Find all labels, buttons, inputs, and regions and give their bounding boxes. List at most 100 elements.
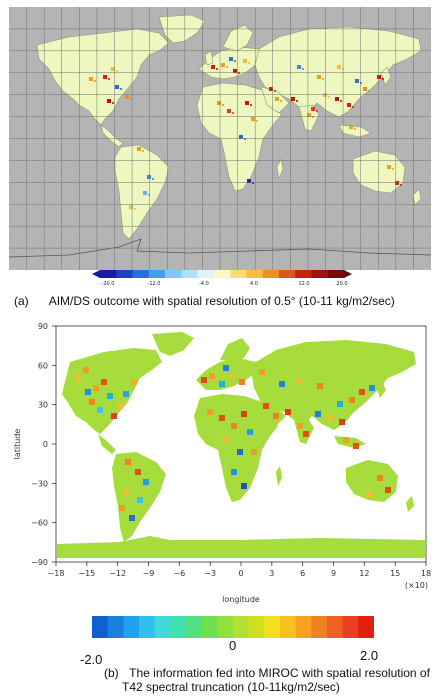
emission-cell: [101, 379, 107, 385]
emission-hotspot: [307, 113, 311, 117]
emission-hotspot: [395, 181, 399, 185]
continents-b: [57, 332, 425, 558]
colorbar-segment: [170, 616, 187, 638]
southeast-asia-islands: [338, 124, 372, 138]
emission-hotspot: [216, 68, 218, 70]
new-zealand: [412, 188, 422, 206]
y-tick-label: 0: [43, 440, 48, 449]
emission-cell: [285, 409, 291, 415]
emission-hotspot: [147, 175, 151, 179]
emission-cell: [207, 409, 213, 415]
antarctica-outline: [9, 238, 431, 258]
y-tick-label: 60: [38, 361, 48, 370]
emission-cell: [237, 449, 243, 455]
emission-cell: [231, 469, 237, 475]
south-america: [114, 144, 170, 240]
panel-a-map: [9, 7, 431, 270]
emission-cell: [239, 379, 245, 385]
emission-hotspot: [239, 135, 243, 139]
emission-hotspot: [311, 107, 315, 111]
emission-cell: [303, 431, 309, 437]
y-axis-ticks: 90 60 30 0 −30 −60 −90: [31, 322, 56, 567]
emission-hotspot: [221, 63, 225, 67]
emission-hotspot: [234, 60, 236, 62]
emission-cell: [273, 413, 279, 419]
emission-hotspot: [226, 66, 228, 68]
emission-hotspot: [137, 147, 141, 151]
colorbar-tick-label: 12.0: [298, 281, 309, 287]
x-tick-label: 6: [300, 569, 305, 578]
emission-hotspot: [312, 116, 314, 118]
madagascar: [276, 158, 284, 181]
emission-cell: [117, 403, 123, 409]
emission-cell: [297, 423, 303, 429]
emission-hotspot: [251, 117, 255, 121]
colorbar-segment: [264, 616, 281, 638]
emission-hotspot: [233, 69, 237, 73]
emission-hotspot: [280, 100, 282, 102]
emission-hotspot: [94, 80, 96, 82]
x-tick-label: 0: [238, 569, 243, 578]
emission-cell: [219, 415, 225, 421]
emission-cell: [97, 407, 103, 413]
emission-cell: [209, 373, 215, 379]
emission-hotspot: [352, 106, 354, 108]
colorbar-segment: [165, 270, 182, 278]
panel-b-colorbar: [92, 616, 374, 638]
emission-hotspot: [247, 179, 251, 183]
y-tick-label: −90: [31, 558, 48, 567]
lat-lon-grid-a: [9, 7, 431, 270]
colorbar-segment: [181, 270, 198, 278]
emission-hotspot: [217, 101, 221, 105]
x-tick-label: −18: [48, 569, 65, 578]
emission-cell: [107, 393, 113, 399]
x-tick-label: −15: [78, 569, 95, 578]
emission-hotspot: [211, 65, 215, 69]
emission-hotspot: [392, 168, 394, 170]
emission-hotspot: [116, 70, 118, 72]
emission-hotspot: [120, 88, 122, 90]
emission-hotspot: [252, 182, 254, 184]
emission-cell: [259, 369, 265, 375]
colorbar-b-tick-max: 2.0: [360, 648, 379, 663]
emission-hotspot: [130, 98, 132, 100]
emission-cell: [223, 437, 229, 443]
emission-cell: [295, 377, 301, 383]
emission-hotspot: [108, 78, 110, 80]
emission-hotspot: [400, 184, 402, 186]
panel-b-plot: 90 60 30 0 −30 −60 −90 −18 −15 −12 −9 −6 −3 0 3 6 9 12 15…: [0, 322, 440, 612]
colorbar-tick-label: -12.0: [148, 281, 161, 287]
colorbar-segment: [132, 270, 150, 278]
colorbar-segment: [342, 616, 359, 638]
emission-cell: [119, 505, 125, 511]
antarctica-b: [57, 536, 425, 558]
emission-hotspot: [355, 79, 359, 83]
japan: [380, 66, 392, 86]
greenland-b: [152, 332, 194, 356]
emission-hotspot: [354, 128, 356, 130]
emission-hotspot: [387, 165, 391, 169]
emission-cell: [137, 497, 143, 503]
colorbar-tick-label: 4.0: [250, 281, 258, 287]
emission-hotspot: [323, 93, 327, 97]
colorbar-b-tick-zero: 0: [229, 638, 237, 653]
colorbar-segment: [278, 270, 296, 278]
emission-hotspot: [232, 112, 234, 114]
colorbar-segment: [311, 270, 329, 278]
emission-cell: [337, 401, 343, 407]
colorbar-segment: [139, 616, 155, 638]
emission-hotspot: [317, 75, 321, 79]
emission-cell: [83, 367, 89, 373]
x-tick-label: 3: [269, 569, 274, 578]
emission-cell: [241, 483, 247, 489]
x-tick-label: −3: [204, 569, 216, 578]
y-tick-label: −30: [31, 479, 48, 488]
emission-hotspot: [340, 100, 342, 102]
colorbar-segment: [246, 270, 263, 278]
colorbar-segment: [248, 616, 265, 638]
emission-cell: [75, 375, 81, 381]
emission-cell: [231, 423, 237, 429]
emission-hotspot: [243, 59, 247, 63]
emission-cell: [125, 459, 131, 465]
scandinavia-b: [220, 338, 250, 362]
